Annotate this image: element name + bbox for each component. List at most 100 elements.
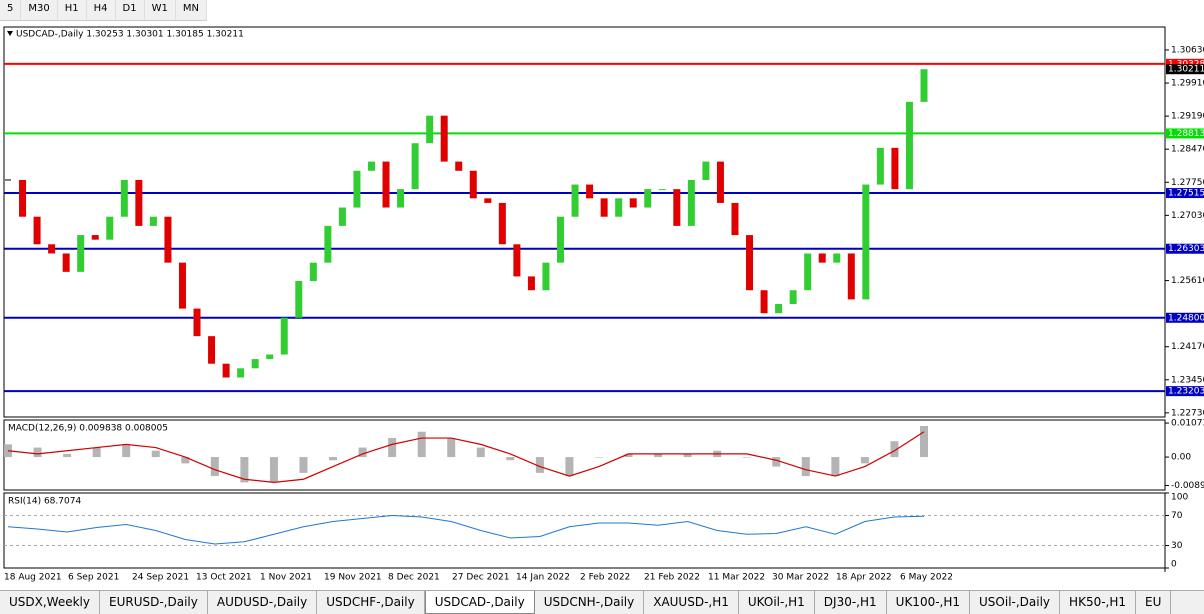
chart-tab[interactable]: USDCNH-,Daily	[535, 591, 645, 614]
timeframe-toolbar: 5 M30 H1 H4 D1 W1 MN	[0, 0, 207, 21]
macd-bar	[565, 457, 574, 477]
chart-tab[interactable]: USDCHF-,Daily	[317, 591, 425, 614]
candle	[716, 161, 724, 203]
candle	[702, 161, 710, 180]
candle	[455, 161, 463, 171]
timeframe-button[interactable]: M30	[21, 0, 58, 20]
macd-bar	[240, 457, 249, 483]
x-tick-label: 14 Jan 2022	[516, 573, 570, 583]
chart-tab[interactable]: USDX,Weekly	[0, 591, 100, 614]
macd-bar	[506, 457, 515, 461]
current-price-tag	[1166, 64, 1204, 75]
candle	[527, 276, 535, 291]
chart-tab[interactable]: DJ30-,H1	[815, 591, 887, 614]
candle	[178, 262, 186, 309]
macd-bar	[890, 441, 899, 458]
macd-bar	[417, 431, 426, 458]
macd-bar	[122, 444, 131, 458]
rsi-line	[7, 514, 925, 545]
level-label: 1.27515	[1168, 189, 1204, 199]
candle	[804, 253, 812, 291]
x-tick-label: 21 Feb 2022	[644, 573, 700, 583]
candle	[789, 290, 797, 304]
candle	[48, 244, 56, 254]
candle	[338, 207, 346, 226]
candle	[411, 143, 419, 190]
x-tick-label: 13 Oct 2021	[196, 573, 252, 583]
chart-tab[interactable]: XAUUSD-,H1	[644, 591, 739, 614]
x-tick-label: 6 May 2022	[900, 573, 953, 583]
chart-tab[interactable]: EURUSD-,Daily	[100, 591, 208, 614]
candle	[615, 198, 623, 217]
timeframe-button[interactable]: D1	[116, 0, 145, 20]
y-tick-label: 1.25610	[1171, 276, 1204, 286]
x-tick-label: 11 Mar 2022	[708, 573, 765, 583]
chart-tab[interactable]: UK100-,H1	[887, 591, 971, 614]
y-tick-label: 1.30630	[1171, 45, 1204, 55]
header-arrow	[7, 31, 13, 36]
macd-bar	[535, 457, 544, 473]
x-tick-label: 18 Apr 2022	[836, 573, 892, 583]
x-tick-label: 27 Dec 2021	[452, 573, 510, 583]
candle	[397, 189, 405, 208]
macd-bar	[624, 453, 633, 458]
macd-bar	[476, 447, 485, 458]
candle	[91, 235, 99, 240]
level-tag	[1166, 243, 1204, 254]
candle	[571, 184, 579, 217]
timeframe-button[interactable]: H1	[58, 0, 87, 20]
timeframe-button[interactable]: H4	[87, 0, 116, 20]
y-tick-label: 1.27030	[1171, 211, 1204, 221]
candle	[19, 179, 27, 217]
candle	[746, 235, 754, 291]
chart-tab[interactable]: HK50-,H1	[1060, 591, 1137, 614]
candle	[891, 147, 899, 190]
timeframe-button[interactable]: MN	[176, 0, 207, 20]
chart-window: 1.30630 1.29910 1.29190 1.28470 1.27750 1.270…	[3, 26, 1204, 583]
candle	[62, 253, 70, 272]
candle	[629, 198, 637, 208]
y-tick-label: 100	[1171, 493, 1188, 503]
candle	[498, 202, 506, 245]
candle	[513, 244, 521, 277]
level-label: 1.26303	[1168, 244, 1204, 254]
macd-bar	[358, 447, 367, 458]
candle	[193, 308, 201, 337]
candle	[106, 216, 114, 240]
timeframe-button[interactable]: W1	[145, 0, 176, 20]
candle	[542, 262, 550, 291]
current-price-label: 1.30211	[1168, 65, 1204, 75]
level-tag	[1166, 312, 1204, 323]
x-tick-label: 2 Feb 2022	[580, 573, 630, 583]
candle	[731, 202, 739, 236]
macd-bar	[447, 438, 456, 458]
macd-title: MACD(12,26,9) 0.009838 0.008005	[8, 424, 168, 434]
candle	[775, 303, 783, 314]
candle	[77, 235, 85, 272]
candle	[280, 317, 288, 355]
macd-bar	[63, 453, 72, 458]
candle	[818, 253, 826, 263]
y-tick-label: 1.23450	[1171, 375, 1204, 385]
candle	[324, 225, 332, 263]
y-tick-label: -0.00896	[1171, 481, 1204, 491]
y-tick-label: 0.00	[1171, 453, 1191, 463]
macd-bar	[860, 457, 869, 464]
chart-tab[interactable]: USOil-,Daily	[970, 591, 1061, 614]
y-tick-label: 1.29910	[1171, 79, 1204, 89]
x-tick-label: 6 Sep 2021	[68, 573, 119, 583]
chart-tab[interactable]: AUDUSD-,Daily	[208, 591, 318, 614]
macd-bar	[33, 447, 42, 458]
y-tick-label: 1.28470	[1171, 145, 1204, 155]
candle	[905, 101, 913, 190]
macd-bar	[683, 453, 692, 458]
x-tick-label: 8 Dec 2021	[388, 573, 440, 583]
macd-bar	[920, 426, 928, 458]
chart-tab[interactable]: EU	[1136, 591, 1172, 614]
candle	[33, 216, 41, 245]
chart-tab[interactable]: USDCAD-,Daily	[424, 591, 535, 614]
chart-tab[interactable]: UKOil-,H1	[739, 591, 815, 614]
timeframe-button[interactable]: 5	[0, 0, 22, 20]
candle	[120, 179, 128, 217]
y-tick-label: 1.27750	[1171, 178, 1204, 188]
